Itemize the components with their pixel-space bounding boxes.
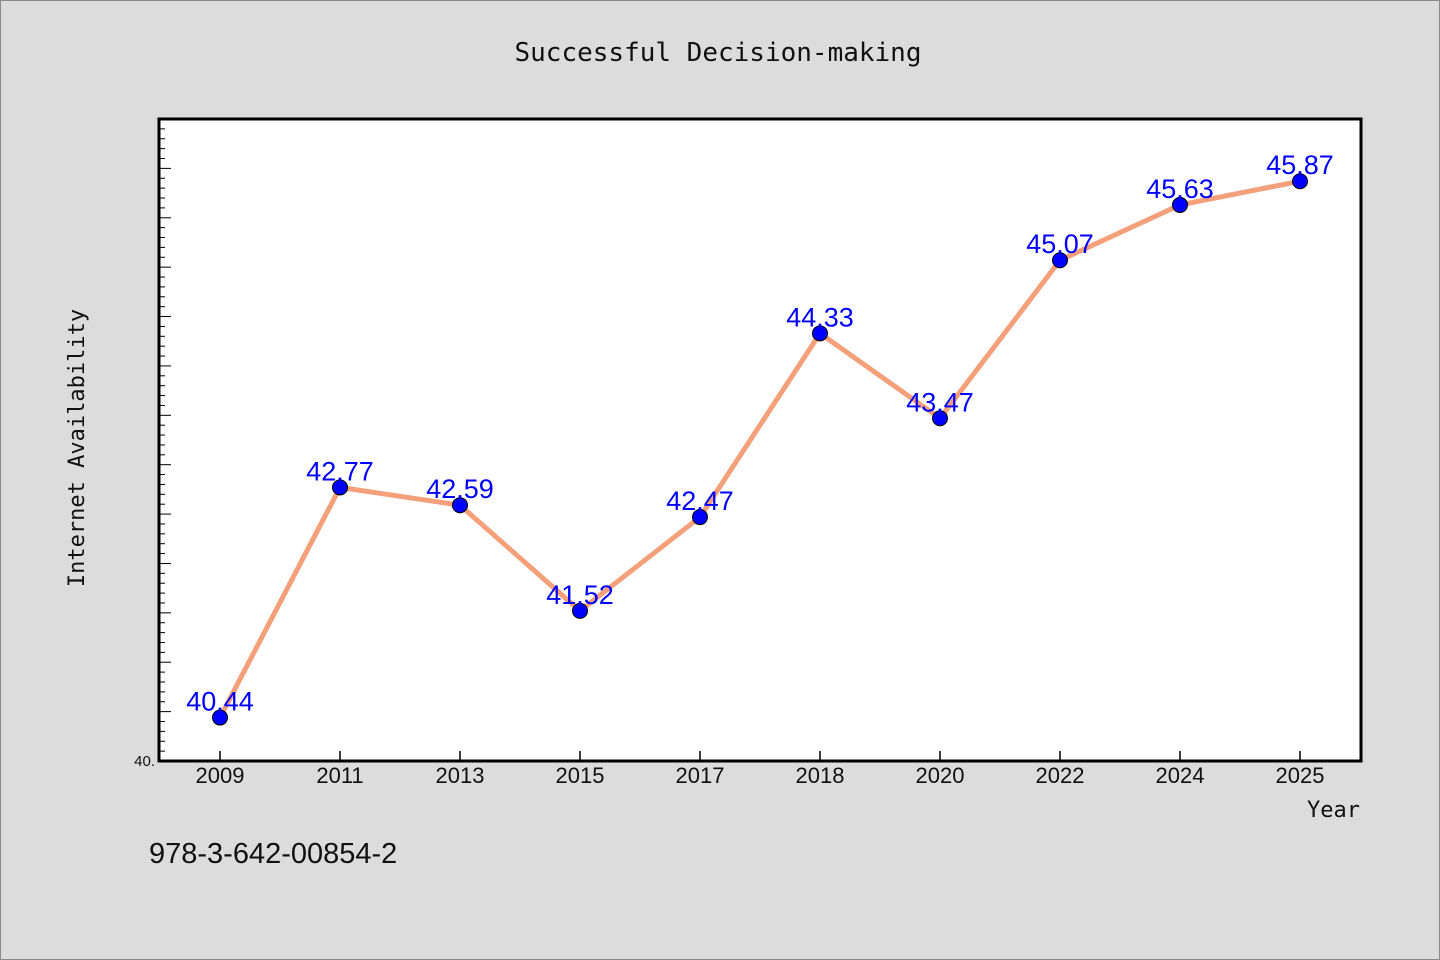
data-label: 45.07: [1026, 229, 1094, 259]
x-tick-label: 2020: [916, 763, 965, 788]
plot-area: [157, 117, 1363, 763]
data-label: 45.87: [1266, 150, 1334, 180]
y-axis-label: Internet Availability: [65, 309, 90, 587]
data-label: 44.33: [786, 302, 854, 332]
data-point: [332, 479, 348, 496]
x-tick-label: 2024: [1156, 763, 1205, 788]
x-tick-label: 2015: [556, 763, 605, 788]
x-tick-label: 2017: [676, 763, 725, 788]
x-tick-label: 2018: [796, 763, 845, 788]
data-label: 41.52: [546, 580, 614, 610]
data-label: 45.63: [1146, 174, 1214, 204]
data-label: 42.77: [306, 456, 374, 486]
data-point: [1052, 252, 1068, 269]
data-point: [1172, 196, 1188, 213]
data-point: [812, 325, 828, 342]
x-axis-ticks: [219, 751, 1301, 761]
x-tick-label: 2009: [196, 763, 245, 788]
x-tick-label: 2022: [1036, 763, 1085, 788]
x-tick-label: 2011: [316, 763, 363, 788]
data-label: 40.44: [186, 687, 254, 717]
marker-group: [212, 173, 1308, 726]
data-point: [452, 497, 468, 514]
chart-title: Successful Decision-making: [515, 38, 922, 68]
data-label: 43.47: [906, 387, 974, 417]
data-point: [932, 410, 948, 427]
data-point: [1292, 173, 1308, 190]
data-point: [212, 709, 228, 726]
series-line: [217, 178, 1301, 719]
data-label-group: 40.44 42.77 42.59 41.52 42.47 44.33 43.47 45.07…: [186, 150, 1334, 716]
x-tick-label: 2025: [1276, 763, 1325, 788]
data-point: [692, 509, 708, 526]
x-axis-label: Year: [1307, 798, 1360, 823]
y-axis-ticks: [159, 118, 171, 762]
data-point: [572, 602, 588, 619]
y-tick-label: 40.: [134, 753, 155, 770]
x-tick-label-group: 2009 2011 2013 2015 2017 2018 2020 2022 2024 2025: [196, 763, 1325, 788]
footnote-isbn: 978-3-642-00854-2: [149, 838, 397, 870]
series-line-group: [217, 178, 1301, 719]
data-label: 42.59: [426, 474, 494, 504]
x-tick-label: 2013: [436, 763, 485, 788]
data-label: 42.47: [666, 486, 734, 516]
